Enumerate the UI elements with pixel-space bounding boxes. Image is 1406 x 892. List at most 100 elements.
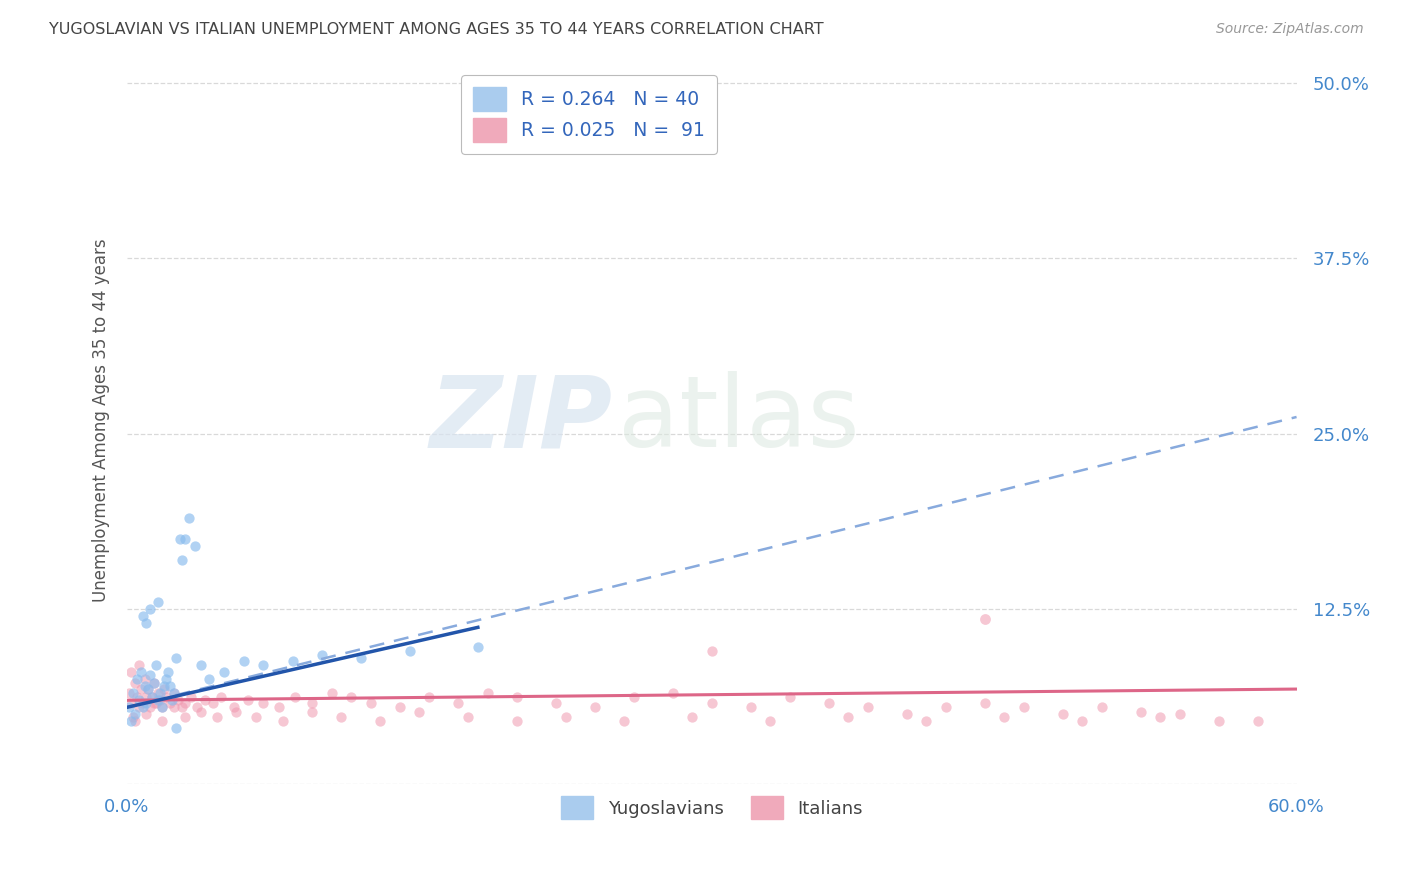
Point [662, 686, 685, 700]
Point [1168, 707, 1191, 722]
Point [190, 705, 212, 719]
Point [159, 679, 181, 693]
Point [170, 553, 193, 567]
Point [457, 710, 479, 724]
Text: Source: ZipAtlas.com: Source: ZipAtlas.com [1216, 22, 1364, 37]
Point [174, 696, 197, 710]
Point [135, 696, 157, 710]
Point [163, 686, 186, 700]
Point [124, 714, 146, 729]
Point [418, 690, 440, 705]
Point [135, 690, 157, 705]
Point [583, 700, 606, 714]
Point [447, 696, 470, 710]
Point [135, 707, 157, 722]
Point [150, 700, 173, 714]
Point [935, 700, 957, 714]
Point [134, 672, 156, 686]
Point [159, 696, 181, 710]
Point [179, 511, 201, 525]
Point [153, 681, 176, 696]
Point [224, 700, 246, 714]
Point [267, 700, 290, 714]
Point [155, 672, 177, 686]
Point [129, 681, 152, 696]
Point [153, 679, 176, 693]
Point [198, 672, 221, 686]
Point [128, 700, 150, 714]
Y-axis label: Unemployment Among Ages 35 to 44 years: Unemployment Among Ages 35 to 44 years [93, 238, 110, 601]
Point [149, 686, 172, 700]
Point [121, 710, 143, 724]
Point [1091, 700, 1114, 714]
Point [139, 668, 162, 682]
Point [544, 696, 567, 710]
Point [214, 665, 236, 680]
Point [148, 693, 170, 707]
Point [1149, 710, 1171, 724]
Point [330, 710, 353, 724]
Point [150, 700, 173, 714]
Point [896, 707, 918, 722]
Point [165, 722, 187, 736]
Point [554, 710, 576, 724]
Point [1208, 714, 1230, 729]
Point [170, 700, 193, 714]
Point [128, 693, 150, 707]
Point [740, 700, 762, 714]
Text: ZIP: ZIP [429, 371, 613, 468]
Point [856, 700, 879, 714]
Point [311, 648, 333, 663]
Point [700, 644, 723, 658]
Point [252, 658, 274, 673]
Point [166, 693, 188, 707]
Point [205, 710, 228, 724]
Point [124, 676, 146, 690]
Point [186, 700, 208, 714]
Point [681, 710, 703, 724]
Point [141, 690, 163, 705]
Point [184, 539, 207, 553]
Point [194, 693, 217, 707]
Point [180, 690, 202, 705]
Point [135, 616, 157, 631]
Point [1246, 714, 1268, 729]
Point [118, 686, 141, 700]
Point [124, 707, 146, 722]
Point [139, 602, 162, 616]
Point [163, 700, 186, 714]
Point [973, 696, 995, 710]
Point [118, 700, 141, 714]
Point [1129, 705, 1152, 719]
Point [125, 690, 148, 705]
Point [138, 681, 160, 696]
Point [143, 696, 166, 710]
Point [1052, 707, 1074, 722]
Legend: Yugoslavians, Italians: Yugoslavians, Italians [554, 789, 870, 827]
Point [233, 654, 256, 668]
Point [174, 532, 197, 546]
Point [120, 665, 142, 680]
Point [370, 714, 392, 729]
Point [160, 693, 183, 707]
Point [131, 609, 153, 624]
Point [408, 705, 430, 719]
Point [398, 644, 420, 658]
Point [779, 690, 801, 705]
Point [340, 690, 363, 705]
Point [281, 654, 304, 668]
Point [138, 681, 160, 696]
Point [506, 690, 529, 705]
Point [284, 690, 307, 705]
Point [143, 676, 166, 690]
Point [271, 714, 294, 729]
Point [129, 665, 152, 680]
Point [134, 679, 156, 693]
Point [201, 696, 224, 710]
Point [301, 705, 323, 719]
Text: atlas: atlas [619, 371, 860, 468]
Point [148, 686, 170, 700]
Point [209, 690, 232, 705]
Point [143, 676, 166, 690]
Point [837, 710, 859, 724]
